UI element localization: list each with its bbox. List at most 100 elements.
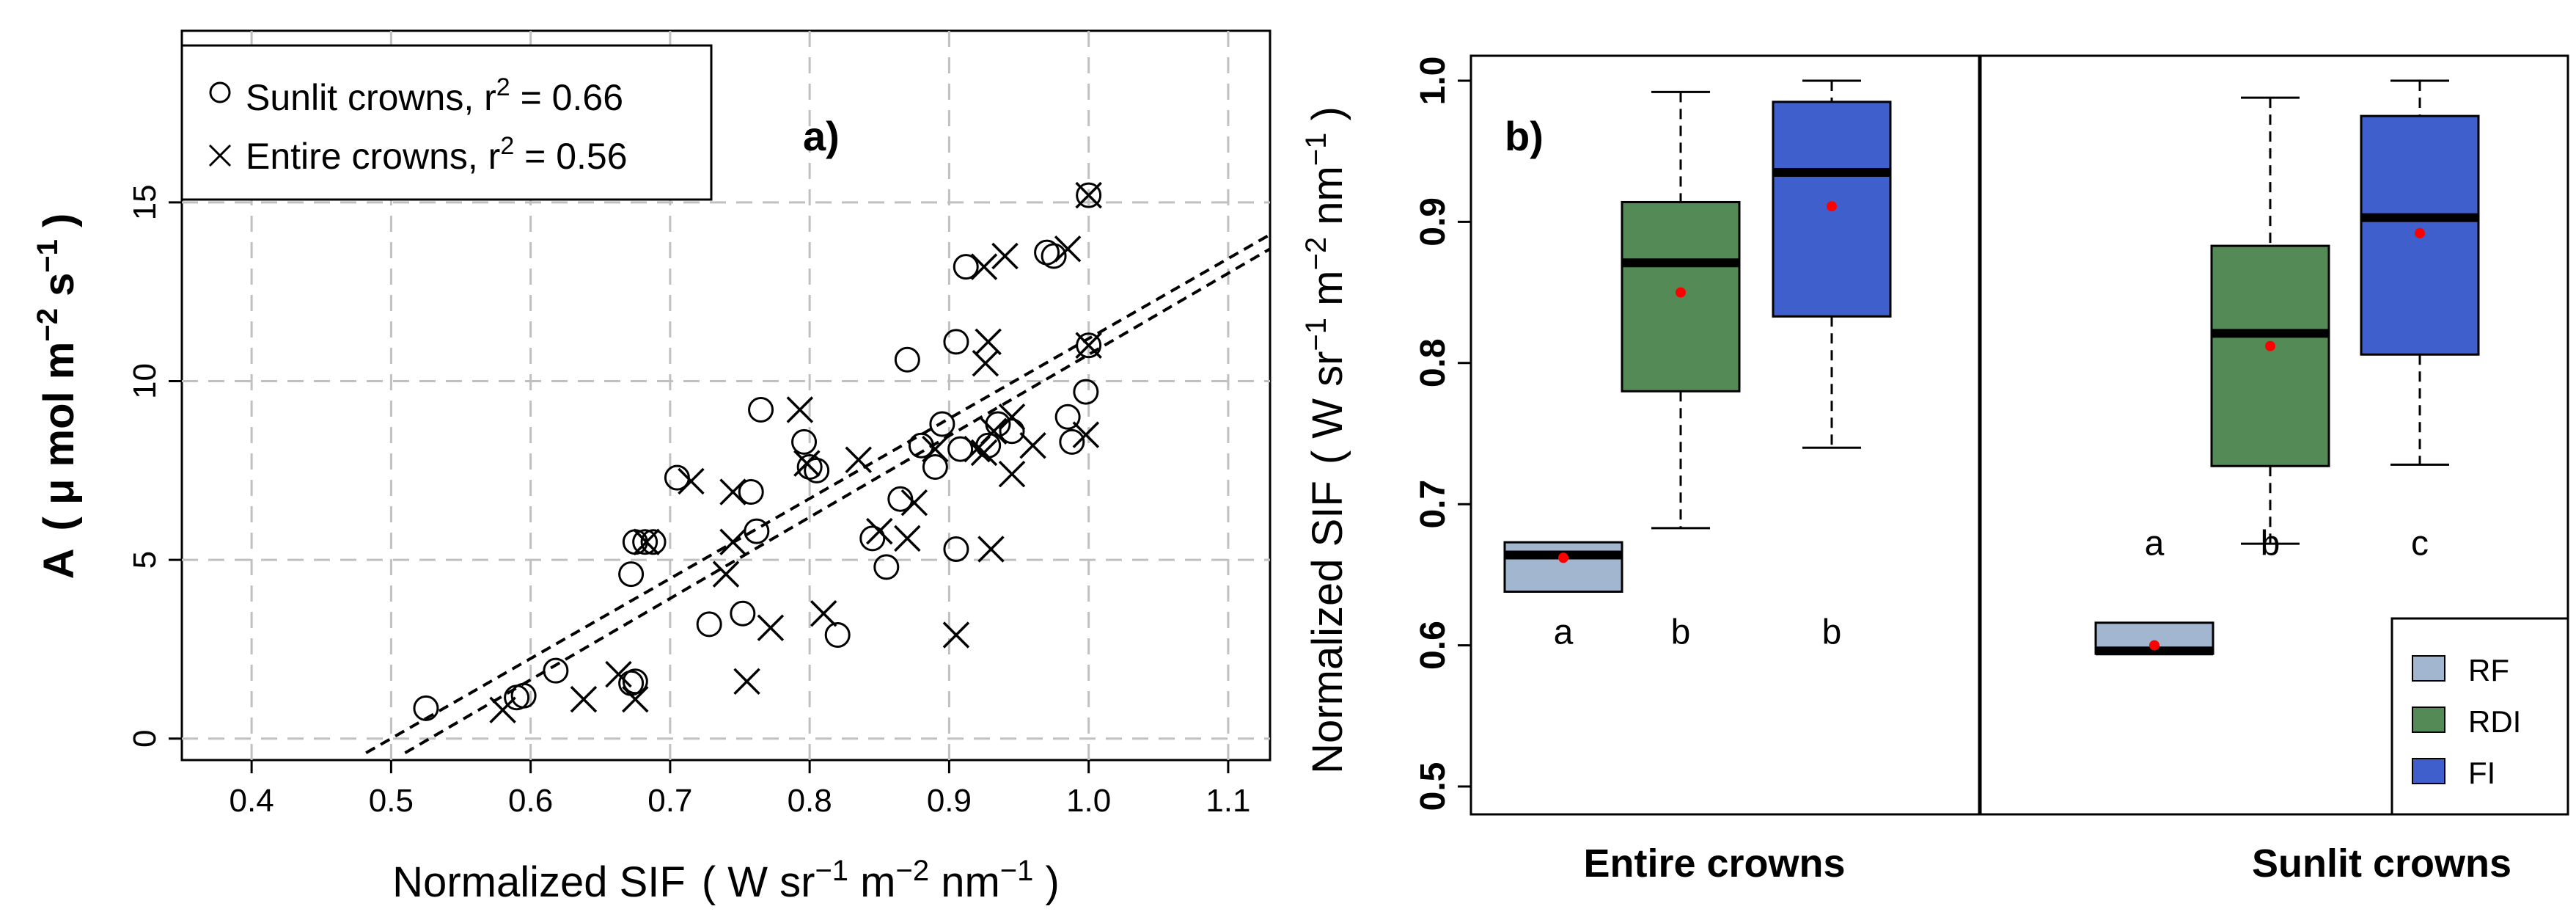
sunlit-point (1059, 428, 1085, 455)
y-tick-label: 5 (127, 551, 163, 569)
entire-point (719, 528, 746, 556)
b-y-tick-label: 0.6 (1414, 621, 1453, 670)
x-tick-label: 0.4 (230, 783, 274, 819)
legend-swatch-rf (2412, 655, 2445, 682)
mean-dot (2149, 640, 2159, 651)
entire-point (894, 525, 921, 552)
sunlit-point (632, 529, 658, 555)
x-tick-label: 0.8 (788, 783, 832, 819)
panel-a-x-axis-label: Normalized SIF( W sr−1 m−2 nm−1 ) (392, 855, 1060, 906)
entire-point (793, 450, 821, 477)
entire-point (991, 242, 1019, 270)
sunlit-point (640, 529, 667, 555)
panel-b-y-axis-label: Normalized SIF( W sr−1 m−2 nm−1 ) (1300, 106, 1351, 774)
sunlit-point (943, 329, 969, 355)
legend-entry-entire: Entire crowns, r2 = 0.56 (246, 132, 628, 177)
entire-point (810, 599, 837, 627)
entire-point (489, 696, 516, 724)
entire-point (570, 685, 598, 713)
entire-point (845, 446, 872, 473)
sunlit-point (696, 611, 722, 638)
entire-point (786, 396, 814, 423)
sunlit-point (947, 436, 974, 462)
panel-b-boxplot: 0.5 0.6 0.7 0.8 0.9 1.0 a b b a b c b) Entire crow… (1300, 54, 2569, 886)
legend-entry-sunlit: Sunlit crowns, r2 = 0.66 (246, 73, 623, 118)
panel-a-label: a) (803, 113, 840, 159)
y-tick-label: 10 (127, 363, 163, 399)
entire-point (719, 478, 746, 505)
x-tick-label: 0.7 (647, 783, 692, 819)
mean-dot (2415, 227, 2425, 238)
x-tick-label: 0.9 (927, 783, 972, 819)
sunlit-point (824, 621, 851, 648)
legend-label-rf: RF (2468, 653, 2509, 687)
entire-point (1054, 235, 1082, 263)
mean-dot (1676, 287, 1686, 298)
panel-a-legend-box (180, 44, 713, 201)
entire-point (900, 489, 928, 516)
entire-point (998, 460, 1026, 488)
entire-point (970, 253, 998, 280)
panel-b-frame (1469, 54, 2569, 816)
legend-x-marker (208, 144, 232, 167)
sunlit-point (543, 657, 569, 684)
entire-point (622, 685, 649, 713)
sunlit-point (953, 254, 979, 280)
sunlit-point (943, 536, 969, 563)
sunlit-point (1073, 379, 1099, 405)
sunlit-point (1076, 182, 1102, 208)
b-y-tick-label: 0.8 (1414, 338, 1453, 387)
legend-label-rdi: RDI (2468, 704, 2521, 739)
fit-line (365, 233, 1271, 754)
x-tick-label: 0.5 (369, 783, 414, 819)
entire-point (678, 467, 705, 495)
panel-a-frame (180, 29, 1272, 762)
entire-point (970, 439, 998, 467)
sunlit-point (859, 525, 886, 552)
entire-point (633, 528, 660, 556)
box-rf (1503, 541, 1623, 593)
group-label-sunlit-crowns: Sunlit crowns (2252, 841, 2511, 886)
panel-b-y-ticks: 0.5 0.6 0.7 0.8 0.9 1.0 (1414, 56, 1471, 811)
b-y-tick-label: 0.7 (1414, 480, 1453, 529)
entire-point (922, 435, 949, 463)
entire-point (1075, 181, 1102, 209)
y-tick-label: 15 (127, 184, 163, 220)
panel-b-boxes: a b b a b c (1503, 79, 2480, 656)
significance-letter: a (2145, 524, 2165, 563)
legend-circle-marker (209, 81, 231, 103)
entire-point (605, 660, 632, 688)
entire-point (975, 328, 1002, 356)
sunlit-point (413, 695, 439, 721)
fit-line (404, 247, 1272, 754)
sunlit-point (791, 428, 818, 455)
sunlit-point (804, 457, 830, 483)
sunlit-point (730, 600, 756, 627)
significance-letter: b (1822, 613, 1842, 652)
mean-dot (2265, 340, 2275, 351)
entire-point (1075, 332, 1102, 359)
b-y-tick-label: 0.5 (1414, 762, 1453, 811)
sunlit-point (738, 479, 764, 505)
x-tick-label: 1.0 (1066, 783, 1111, 819)
panel-a-x-ticks: 0.4 0.5 0.6 0.7 0.8 0.9 1.0 1.1 (230, 760, 1251, 819)
entire-point (980, 417, 1008, 445)
entire-point (712, 561, 740, 588)
panel-a-fit-lines (365, 233, 1272, 754)
y-tick-label: 0 (127, 730, 163, 748)
sunlit-point (744, 518, 770, 544)
sunlit-point (618, 561, 645, 588)
significance-letter: a (1554, 613, 1574, 652)
sunlit-point (873, 554, 900, 580)
mean-dot (1827, 201, 1837, 212)
x-tick-label: 1.1 (1206, 783, 1250, 819)
sunlit-point (1076, 332, 1102, 359)
sunlit-point (929, 411, 955, 437)
significance-letter: c (2411, 524, 2429, 563)
panel-a-y-axis-label: A( μ mol m−2 s−1 ) (32, 213, 83, 580)
entire-point (1072, 421, 1100, 448)
entire-point (1019, 431, 1046, 459)
entire-point (998, 403, 1026, 431)
entire-point (757, 614, 785, 641)
